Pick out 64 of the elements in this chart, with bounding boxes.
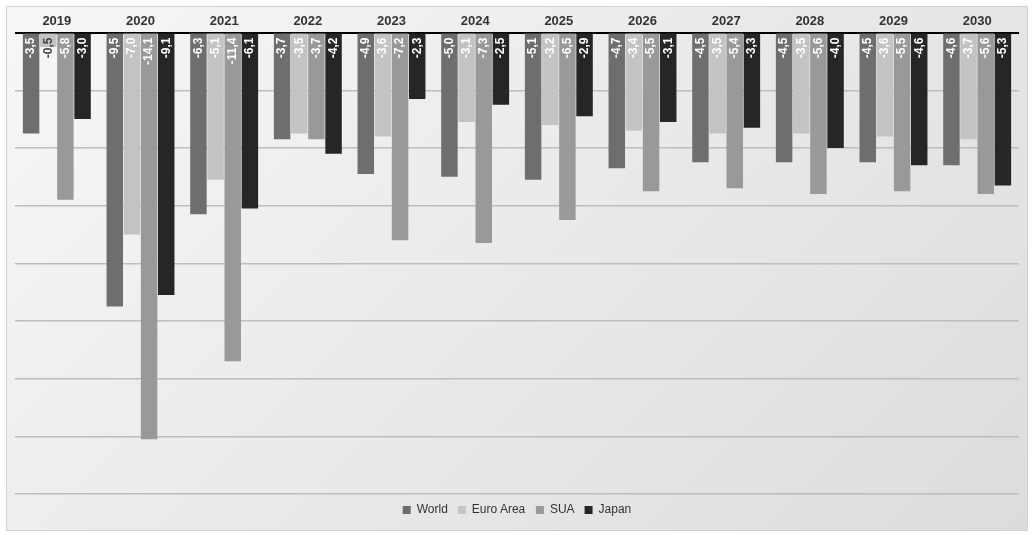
data-label: -4,9 bbox=[358, 37, 373, 59]
data-label: -3,1 bbox=[660, 37, 675, 59]
data-label: -3,5 bbox=[291, 37, 306, 59]
data-label: -4,5 bbox=[692, 37, 707, 59]
x-tick-label: 2025 bbox=[544, 13, 574, 29]
data-label: -2,5 bbox=[493, 37, 508, 59]
data-label: -5,3 bbox=[995, 37, 1010, 59]
data-label: -5,6 bbox=[978, 37, 993, 59]
data-label: -6,3 bbox=[190, 37, 205, 59]
data-label: -4,7 bbox=[609, 37, 624, 59]
data-label: -5,1 bbox=[525, 37, 540, 59]
x-tick-label: 2028 bbox=[795, 13, 825, 29]
x-tick-label: 2020 bbox=[126, 13, 155, 29]
data-label: -3,5 bbox=[793, 37, 808, 59]
legend-label: SUA bbox=[549, 502, 575, 517]
data-label: -11,4 bbox=[225, 37, 240, 65]
data-label: -9,1 bbox=[158, 37, 173, 59]
data-label: -7,3 bbox=[476, 37, 491, 59]
legend-label: Japan bbox=[598, 502, 632, 517]
legend-label: World bbox=[416, 502, 448, 517]
data-label: -5,5 bbox=[894, 37, 909, 59]
data-label: -9,5 bbox=[107, 37, 122, 59]
x-tick-label: 2024 bbox=[460, 13, 491, 29]
x-tick-label: 2019 bbox=[42, 13, 72, 29]
data-label: -5,4 bbox=[727, 37, 742, 59]
data-label: -3,2 bbox=[542, 37, 557, 59]
data-label: -7,2 bbox=[392, 37, 407, 59]
data-label: -3,6 bbox=[877, 37, 892, 59]
data-label: -3,4 bbox=[626, 37, 641, 59]
data-label: -4,5 bbox=[776, 37, 791, 59]
data-label: -3,1 bbox=[458, 37, 473, 59]
data-label: -4,5 bbox=[860, 37, 875, 59]
data-label: -2,3 bbox=[409, 37, 424, 59]
data-label: -3,7 bbox=[960, 37, 975, 59]
x-tick-label: 2027 bbox=[711, 13, 741, 29]
data-label: -3,5 bbox=[23, 37, 38, 59]
data-label: -4,0 bbox=[827, 37, 842, 59]
data-label: -3,7 bbox=[274, 37, 289, 59]
x-tick-label: 2022 bbox=[293, 13, 323, 29]
x-tick-label: 2026 bbox=[628, 13, 657, 29]
data-label: -5,0 bbox=[441, 37, 456, 59]
data-label: -5,1 bbox=[207, 37, 222, 59]
data-label: -3,3 bbox=[744, 37, 759, 59]
data-label: -0,5 bbox=[40, 37, 55, 59]
data-label: -4,2 bbox=[325, 37, 340, 59]
data-label: -4,6 bbox=[943, 37, 958, 59]
data-label: -3,5 bbox=[709, 37, 724, 59]
data-label: -5,8 bbox=[57, 37, 72, 59]
data-label: -7,0 bbox=[124, 37, 139, 59]
data-label: -5,6 bbox=[810, 37, 825, 59]
data-label: -3,0 bbox=[74, 37, 89, 59]
x-tick-label: 2023 bbox=[377, 13, 406, 29]
data-label: -3,7 bbox=[308, 37, 323, 59]
x-tick-label: 2021 bbox=[209, 13, 239, 29]
legend-label: Euro Area bbox=[471, 502, 526, 517]
data-label: -4,6 bbox=[911, 37, 926, 59]
data-label: -5,5 bbox=[643, 37, 658, 59]
data-label: -6,1 bbox=[242, 37, 257, 59]
data-label: -6,5 bbox=[559, 37, 574, 59]
x-tick-label: 2030 bbox=[962, 13, 992, 29]
x-tick-label: 2029 bbox=[879, 13, 908, 29]
data-label: -14,1 bbox=[141, 37, 156, 65]
data-label: -3,6 bbox=[375, 37, 390, 59]
data-label: -2,9 bbox=[576, 37, 591, 59]
